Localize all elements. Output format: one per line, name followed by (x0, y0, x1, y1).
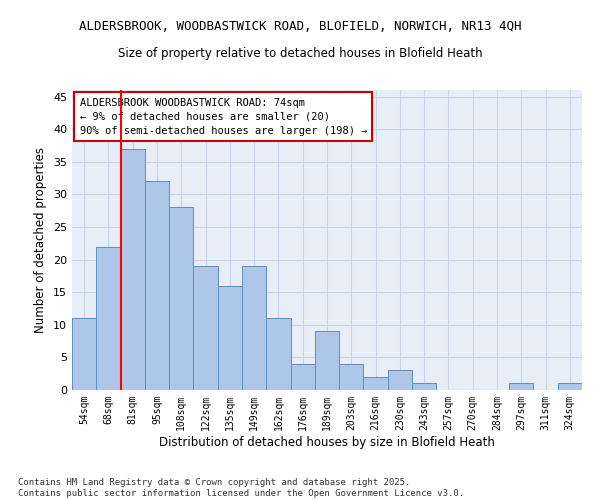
Bar (193, 266, 218, 390)
Bar (121, 148, 145, 390)
Bar (364, 377, 388, 390)
Bar (388, 370, 412, 390)
Bar (218, 286, 242, 390)
Bar (412, 384, 436, 390)
Bar (290, 364, 315, 390)
Bar (558, 384, 582, 390)
Bar (169, 208, 193, 390)
Text: ALDERSBROOK WOODBASTWICK ROAD: 74sqm
← 9% of detached houses are smaller (20)
90: ALDERSBROOK WOODBASTWICK ROAD: 74sqm ← 9… (80, 98, 367, 136)
Text: Size of property relative to detached houses in Blofield Heath: Size of property relative to detached ho… (118, 48, 482, 60)
Bar (242, 266, 266, 390)
Bar (315, 332, 339, 390)
Bar (145, 182, 169, 390)
Bar (339, 364, 364, 390)
Bar (72, 318, 96, 390)
X-axis label: Distribution of detached houses by size in Blofield Heath: Distribution of detached houses by size … (159, 436, 495, 448)
Bar (266, 318, 290, 390)
Bar (509, 384, 533, 390)
Text: ALDERSBROOK, WOODBASTWICK ROAD, BLOFIELD, NORWICH, NR13 4QH: ALDERSBROOK, WOODBASTWICK ROAD, BLOFIELD… (79, 20, 521, 33)
Bar (96, 246, 121, 390)
Text: Contains HM Land Registry data © Crown copyright and database right 2025.
Contai: Contains HM Land Registry data © Crown c… (18, 478, 464, 498)
Y-axis label: Number of detached properties: Number of detached properties (34, 147, 47, 333)
